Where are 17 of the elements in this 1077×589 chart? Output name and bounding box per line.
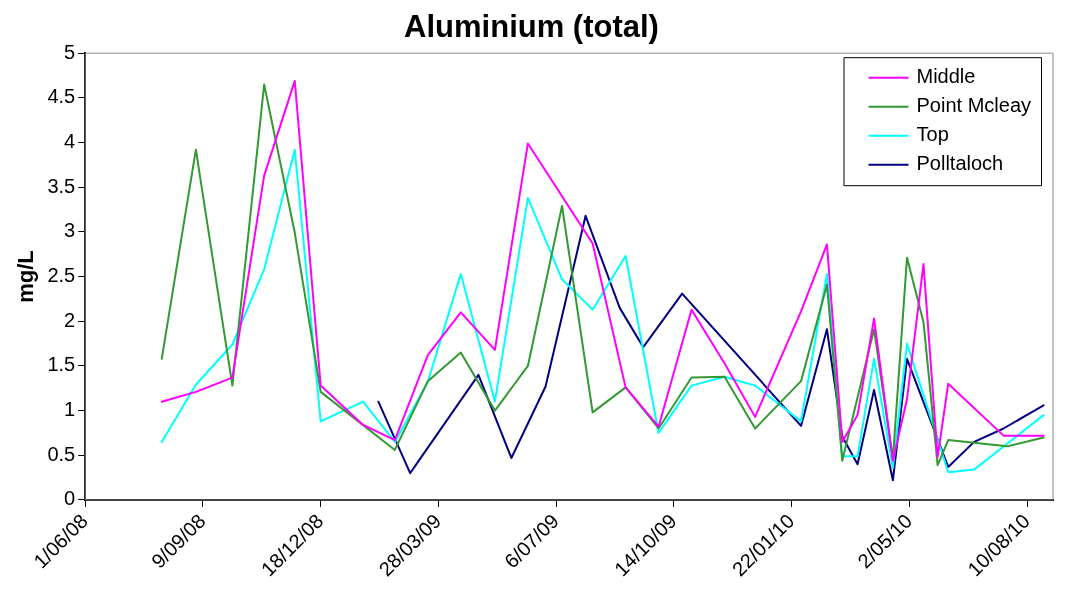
y-tick-label: 3 <box>64 219 76 242</box>
y-tick-label: 5 <box>64 40 76 63</box>
y-axis-title: mg/L <box>13 250 39 303</box>
legend-label: Top <box>916 123 949 146</box>
y-tick-label: 0.5 <box>47 442 76 465</box>
legend-label: Polltaloch <box>916 152 1004 175</box>
chart-title: Aluminium (total) <box>404 9 659 45</box>
y-tick-label: 2 <box>64 308 76 331</box>
y-tick-label: 0 <box>64 487 76 510</box>
y-tick-label: 2.5 <box>47 264 76 287</box>
legend-label: Middle <box>916 65 976 88</box>
legend-label: Point Mcleay <box>916 94 1032 117</box>
y-tick-label: 4.5 <box>47 85 76 108</box>
y-tick-label: 4 <box>64 130 76 153</box>
y-tick-label: 1 <box>64 398 76 421</box>
y-tick-label: 3.5 <box>47 174 76 197</box>
y-tick-label: 1.5 <box>47 353 76 376</box>
